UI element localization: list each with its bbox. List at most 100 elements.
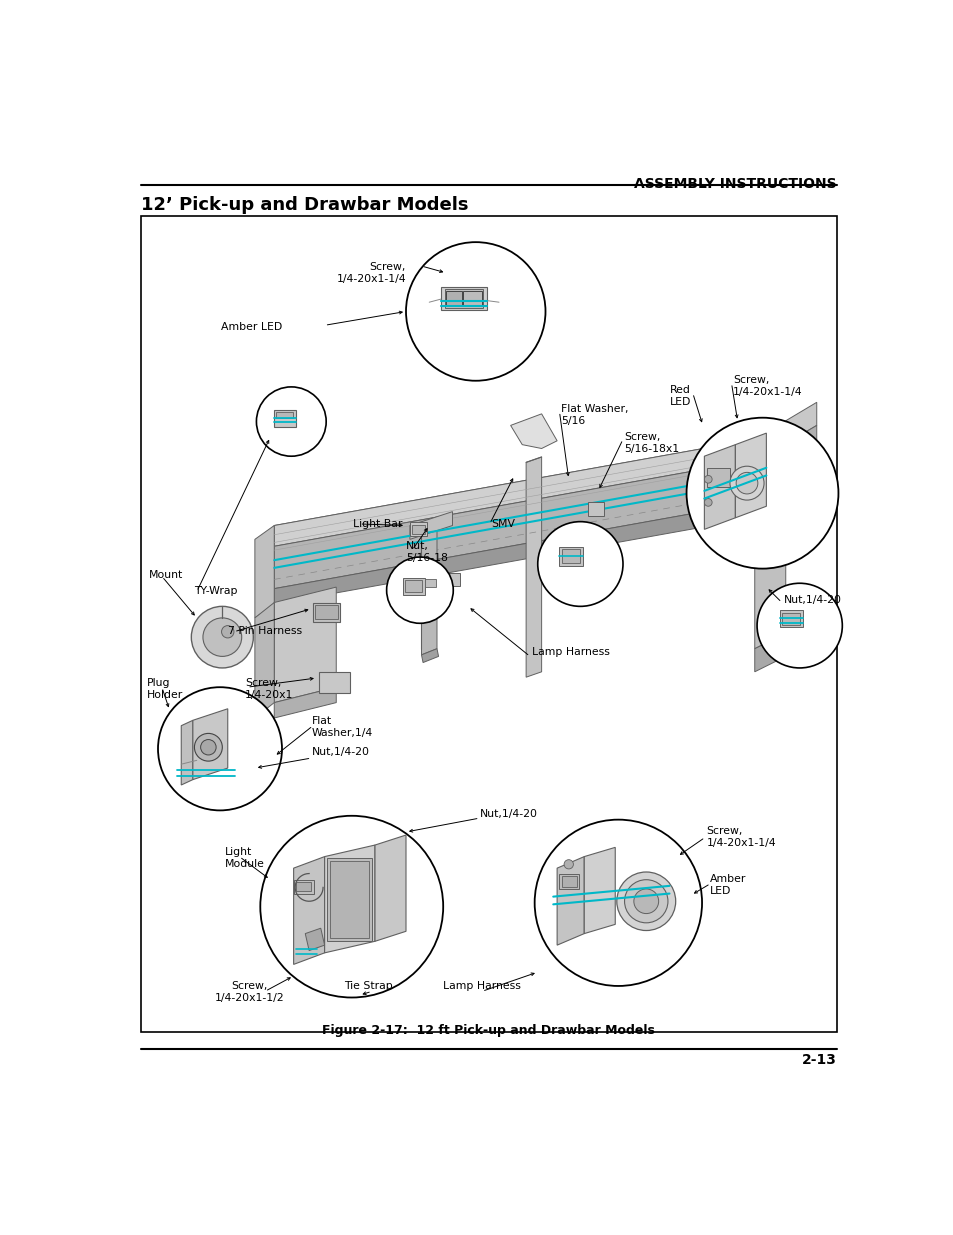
Bar [440, 287, 487, 310]
Bar [315, 605, 337, 620]
Text: Screw,
1/4-20x1-1/4: Screw, 1/4-20x1-1/4 [706, 826, 776, 847]
Bar [463, 290, 481, 306]
Circle shape [260, 816, 443, 998]
Text: Mount: Mount [149, 571, 183, 580]
Bar [274, 410, 295, 427]
Polygon shape [274, 687, 335, 718]
Polygon shape [254, 603, 274, 718]
Circle shape [617, 872, 675, 930]
Polygon shape [557, 857, 583, 945]
Polygon shape [305, 929, 324, 951]
Polygon shape [324, 845, 375, 953]
Text: Plug
Holder: Plug Holder [147, 678, 183, 700]
Circle shape [200, 740, 216, 755]
Text: Flat
Washer,1/4: Flat Washer,1/4 [311, 716, 373, 739]
Polygon shape [421, 520, 436, 655]
Bar [295, 882, 311, 892]
Polygon shape [274, 503, 754, 604]
Bar [561, 876, 576, 887]
Bar [446, 290, 461, 306]
Circle shape [703, 475, 711, 483]
Bar [444, 573, 459, 585]
Circle shape [192, 606, 253, 668]
Text: 7 Pin Harness: 7 Pin Harness [228, 626, 301, 636]
Circle shape [686, 417, 838, 568]
Polygon shape [274, 461, 754, 589]
Circle shape [221, 626, 233, 638]
Polygon shape [754, 466, 816, 509]
Bar [561, 550, 579, 563]
Circle shape [563, 860, 573, 869]
Polygon shape [525, 457, 541, 677]
Text: TY-Wrap: TY-Wrap [193, 585, 237, 595]
Bar [275, 411, 293, 417]
Bar [558, 547, 582, 566]
Polygon shape [274, 440, 754, 548]
Circle shape [729, 466, 763, 500]
Text: Flat Washer,
5/16: Flat Washer, 5/16 [560, 404, 628, 426]
Text: 12’ Pick-up and Drawbar Models: 12’ Pick-up and Drawbar Models [141, 196, 468, 214]
Text: Light
Module: Light Module [224, 847, 264, 869]
Text: Screw,
1/4-20x1-1/2: Screw, 1/4-20x1-1/2 [214, 982, 284, 1003]
Polygon shape [421, 648, 438, 662]
Polygon shape [754, 403, 816, 462]
Text: Figure 2-17:  12 ft Pick-up and Drawbar Models: Figure 2-17: 12 ft Pick-up and Drawbar M… [322, 1025, 655, 1037]
Text: Lamp Harness: Lamp Harness [531, 647, 609, 657]
Polygon shape [375, 835, 406, 941]
Text: Amber LED: Amber LED [220, 322, 282, 332]
Circle shape [406, 242, 545, 380]
Circle shape [256, 387, 326, 456]
Bar [412, 525, 424, 534]
Bar [558, 873, 578, 889]
Text: Screw,
5/16-18x1: Screw, 5/16-18x1 [624, 431, 679, 453]
Bar [141, 216, 836, 1032]
Polygon shape [754, 421, 785, 648]
Bar [587, 503, 603, 516]
Polygon shape [294, 857, 324, 965]
Circle shape [386, 557, 453, 624]
Circle shape [194, 734, 222, 761]
Text: Nut,1/4-20: Nut,1/4-20 [783, 595, 841, 605]
Text: Screw,
1/4-20x1-1/4: Screw, 1/4-20x1-1/4 [336, 262, 406, 284]
Polygon shape [193, 709, 228, 779]
Text: Tie Strap: Tie Strap [344, 982, 393, 992]
Polygon shape [274, 587, 335, 703]
Bar [294, 879, 314, 894]
Text: Screw,
1/4-20x1-1/4: Screw, 1/4-20x1-1/4 [732, 375, 801, 398]
Bar [425, 579, 436, 587]
Polygon shape [735, 433, 765, 517]
Circle shape [736, 472, 757, 494]
Circle shape [757, 583, 841, 668]
Text: Nut,1/4-20: Nut,1/4-20 [311, 747, 369, 757]
Text: 2-13: 2-13 [801, 1053, 836, 1067]
Bar [781, 613, 800, 625]
Bar [410, 522, 427, 536]
Circle shape [203, 618, 241, 656]
Polygon shape [510, 414, 557, 448]
Circle shape [633, 889, 658, 914]
Circle shape [703, 499, 711, 506]
Polygon shape [769, 490, 831, 551]
Text: SMV: SMV [491, 520, 515, 530]
Text: Red
LED: Red LED [669, 385, 691, 408]
Text: Nut,1/4-20: Nut,1/4-20 [479, 809, 537, 819]
Circle shape [537, 521, 622, 606]
Bar [444, 289, 483, 308]
Bar [779, 610, 802, 627]
Text: Light Bar: Light Bar [353, 520, 402, 530]
Bar [421, 580, 436, 593]
Bar [402, 578, 424, 595]
Polygon shape [254, 526, 274, 618]
Bar [405, 580, 422, 593]
Text: ASSEMBLY INSTRUCTIONS: ASSEMBLY INSTRUCTIONS [634, 178, 836, 191]
Bar [706, 468, 729, 487]
Circle shape [158, 687, 282, 810]
Bar [313, 603, 340, 621]
Text: Lamp Harness: Lamp Harness [442, 982, 520, 992]
Bar [327, 858, 372, 941]
Polygon shape [274, 440, 754, 546]
Polygon shape [754, 425, 816, 509]
Polygon shape [181, 720, 193, 785]
Polygon shape [703, 445, 735, 530]
Text: Screw,
1/4-20x1: Screw, 1/4-20x1 [245, 678, 293, 700]
